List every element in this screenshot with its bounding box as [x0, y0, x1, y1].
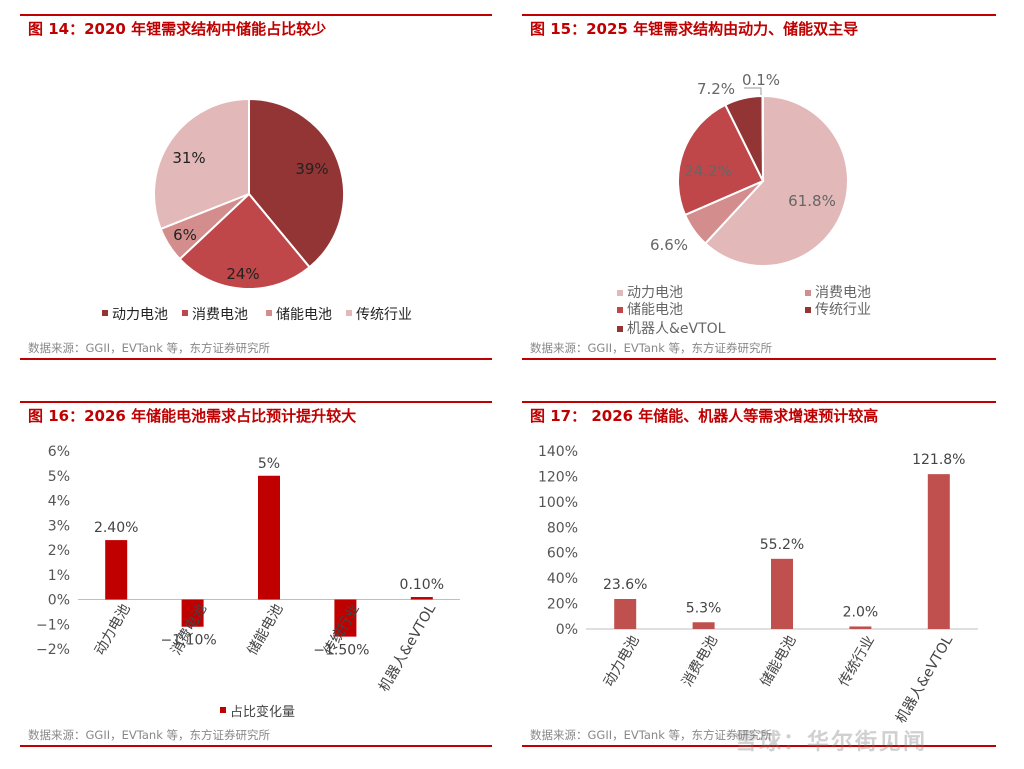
bar-data-label: 23.6%	[603, 577, 647, 593]
watermark: 雪球：华尔街见闻	[735, 730, 928, 755]
bar-data-label: 121.8%	[912, 452, 965, 468]
data-source-note: 数据来源：GGII，EVTank 等，东方证券研究所	[522, 336, 996, 360]
slice-data-label: 6.6%	[650, 236, 688, 254]
bar-data-label: 5%	[258, 456, 280, 472]
x-tick-label: 机器人&eVTOL	[376, 601, 439, 694]
bar-data-label: 2.0%	[843, 604, 879, 620]
bar	[692, 622, 715, 629]
legend-swatch	[617, 326, 623, 332]
pie-chart-2020: 39% 24% 6% 31% 动力电池 消费电池 储能电池 传统行业	[102, 97, 412, 323]
y-tick-label: 80%	[547, 520, 578, 536]
data-source-note: 数据来源：GGII，EVTank 等，东方证券研究所	[20, 723, 492, 747]
chart-panel-fig15: 图 15：2025 年锂需求结构由动力、储能双主导 61.8% 6.6% 24.2%…	[522, 14, 996, 360]
pie-slice	[178, 192, 311, 290]
y-tick-label: 6%	[48, 444, 70, 460]
legend-label: 占比变化量	[230, 704, 295, 720]
bar	[334, 599, 357, 637]
bar-data-label: −1.10%	[160, 633, 216, 649]
y-tick-label: 120%	[538, 469, 578, 485]
pie-slice	[677, 103, 765, 217]
bar	[614, 598, 637, 629]
x-tick-label: 动力电池	[601, 633, 643, 689]
legend-swatch	[346, 310, 352, 316]
legend-label: 消费电池	[192, 307, 248, 323]
chart-title: 图 15：2025 年锂需求结构由动力、储能双主导	[522, 14, 996, 42]
legend-swatch	[182, 310, 188, 316]
y-tick-label: 0%	[48, 593, 70, 609]
pie-slice	[153, 97, 250, 231]
data-source-note: 数据来源：GGII，EVTank 等，东方证券研究所	[522, 723, 996, 747]
chart-title: 图 17： 2026 年储能、机器人等需求增速预计较高	[522, 401, 996, 429]
y-tick-label: −1%	[36, 617, 70, 633]
bar-data-label: 55.2%	[760, 537, 804, 553]
x-tick-label: 消费电池	[679, 633, 721, 689]
y-tick-label: 4%	[48, 494, 70, 510]
legend-label: 储能电池	[627, 302, 683, 318]
bar	[927, 474, 950, 629]
bar-data-label: −1.50%	[313, 643, 369, 659]
chart-panel-fig17: 图 17： 2026 年储能、机器人等需求增速预计较高 0% 20% 40% 60% 8…	[522, 401, 996, 747]
y-tick-label: 2%	[48, 543, 70, 559]
slice-data-label: 0.1%	[742, 71, 780, 89]
y-tick-label: 140%	[538, 444, 578, 460]
legend-swatch	[617, 290, 623, 296]
slice-data-label: 31%	[172, 149, 205, 167]
leader-line	[744, 87, 762, 96]
bar-chart-share-change: −2%−1%0%1%2%3%4%5%6%2.40%动力电池 −1.10%消费电池5…	[36, 444, 460, 720]
bar	[258, 475, 280, 600]
legend-label: 动力电池	[112, 307, 168, 323]
data-source-note: 数据来源：GGII，EVTank 等，东方证券研究所	[20, 336, 492, 360]
y-tick-label: 40%	[547, 571, 578, 587]
y-tick-label: 100%	[538, 495, 578, 511]
legend-swatch	[266, 310, 272, 316]
y-tick-label: 5%	[48, 469, 70, 485]
slice-data-label: 6%	[173, 226, 197, 244]
legend-label: 机器人&eVTOL	[627, 321, 726, 336]
pie-slice	[703, 94, 849, 267]
bar-data-label: 2.40%	[94, 520, 138, 536]
legend-swatch	[617, 307, 623, 313]
y-tick-label: 20%	[547, 597, 578, 613]
bar	[771, 558, 793, 629]
legend-swatch	[102, 310, 108, 316]
y-tick-label: 1%	[48, 568, 70, 584]
bar	[410, 597, 433, 600]
legend-swatch	[220, 707, 226, 713]
y-tick-label: 0%	[556, 622, 578, 638]
bar	[849, 626, 872, 629]
x-tick-label: 动力电池	[92, 602, 134, 658]
slice-data-label: 24%	[226, 265, 259, 283]
legend-swatch	[805, 290, 811, 296]
pie-slice	[761, 94, 764, 182]
slice-data-label: 7.2%	[697, 80, 735, 98]
y-tick-label: −2%	[36, 642, 70, 658]
bar-data-label: 0.10%	[400, 577, 444, 593]
y-tick-label: 3%	[48, 518, 70, 534]
x-tick-label: 储能电池	[245, 602, 287, 658]
legend-label: 传统行业	[356, 307, 412, 323]
chart-title: 图 16：2026 年储能电池需求占比预计提升较大	[20, 401, 492, 429]
bar	[105, 540, 128, 600]
legend-label: 传统行业	[815, 302, 871, 318]
y-tick-label: 60%	[547, 546, 578, 562]
legend-label: 消费电池	[815, 285, 871, 301]
bar-chart-growth: 0% 20% 40% 60% 80% 100% 120% 140% 23.6% 动力电池 5.3% 消…	[538, 444, 978, 723]
slice-data-label: 24.2%	[684, 162, 732, 180]
bar	[181, 599, 204, 627]
legend-label: 动力电池	[627, 285, 683, 301]
legend-label: 储能电池	[276, 307, 332, 323]
chart-panel-fig14: 图 14：2020 年锂需求结构中储能占比较少 39% 24% 6% 31% 动力电池 消…	[20, 14, 492, 360]
slice-data-label: 61.8%	[788, 192, 836, 210]
legend-swatch	[805, 307, 811, 313]
x-tick-label: 传统行业	[836, 633, 878, 689]
chart-title: 图 14：2020 年锂需求结构中储能占比较少	[20, 14, 492, 42]
bar-data-label: 5.3%	[686, 600, 722, 616]
chart-panel-fig16: 图 16：2026 年储能电池需求占比预计提升较大 −2% −1% 0% 1% 2% 3%…	[20, 401, 492, 747]
x-tick-label: 储能电池	[758, 633, 800, 689]
slice-data-label: 39%	[295, 160, 328, 178]
pie-slice	[248, 97, 345, 269]
x-tick-label: 机器人&eVTOL	[893, 633, 956, 723]
